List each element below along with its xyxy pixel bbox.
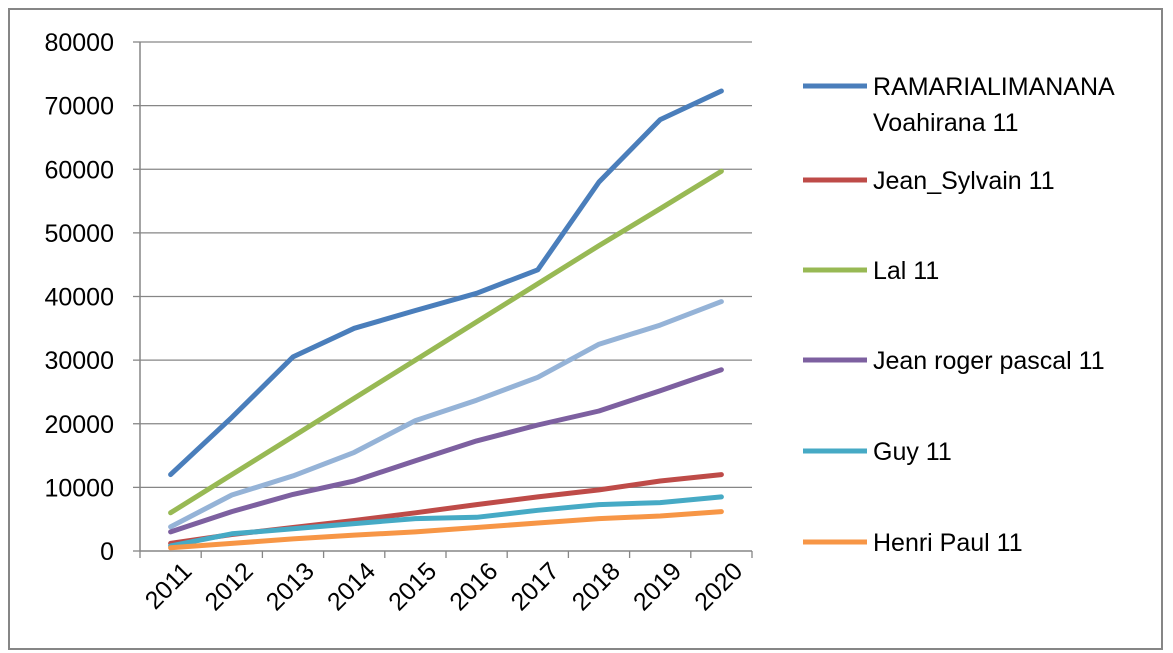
x-tick-label: 2011 bbox=[140, 557, 198, 615]
y-tick-label: 50000 bbox=[44, 220, 114, 248]
y-tick-label: 10000 bbox=[44, 474, 114, 502]
legend: RAMARIALIMANANA Voahirana 11 Jean_Sylvain … bbox=[803, 73, 1115, 557]
legend-label: Jean roger pascal 11 bbox=[873, 347, 1105, 375]
series-lines bbox=[168, 88, 724, 551]
legend-item: Jean_Sylvain 11 bbox=[803, 167, 1055, 195]
chart-frame bbox=[8, 8, 1163, 650]
legend-item: Guy 11 bbox=[803, 438, 952, 466]
legend-label: Jean_Sylvain 11 bbox=[873, 167, 1055, 195]
y-tick-label: 60000 bbox=[44, 156, 114, 184]
x-tick-label: 2018 bbox=[567, 557, 626, 616]
x-tick-label: 2017 bbox=[506, 557, 565, 616]
y-tick-labels: 0 10000 20000 30000 40000 50000 60000 70000 8000… bbox=[44, 29, 114, 566]
legend-item: RAMARIALIMANANA Voahirana 11 bbox=[803, 73, 1115, 137]
y-tick-label: 40000 bbox=[44, 284, 114, 312]
x-tick-label: 2019 bbox=[628, 557, 687, 616]
y-tick-label: 20000 bbox=[44, 411, 114, 439]
legend-label: Henri Paul 11 bbox=[873, 529, 1023, 557]
gridlines bbox=[140, 41, 752, 489]
series-line bbox=[168, 367, 724, 535]
series-line bbox=[168, 168, 724, 516]
x-tick-label: 2020 bbox=[689, 557, 748, 616]
axes bbox=[133, 41, 753, 558]
y-tick-label: 0 bbox=[100, 538, 114, 566]
x-tick-label: 2013 bbox=[261, 557, 320, 616]
x-tick-label: 2016 bbox=[444, 557, 503, 616]
series-line bbox=[168, 299, 724, 530]
x-tick-label: 2012 bbox=[200, 557, 259, 616]
legend-label: Lal 11 bbox=[873, 257, 939, 285]
x-tick-label: 2015 bbox=[383, 557, 442, 616]
y-tick-label: 70000 bbox=[44, 93, 114, 121]
series-line bbox=[168, 88, 724, 478]
y-tick-label: 80000 bbox=[44, 29, 114, 57]
x-tick-labels: 2011 2012 2013 2014 2015 2016 2017 2018 2019 2020 bbox=[140, 557, 749, 616]
legend-item: Henri Paul 11 bbox=[803, 529, 1023, 557]
legend-item: Lal 11 bbox=[803, 257, 939, 285]
y-tick-label: 30000 bbox=[44, 347, 114, 375]
series-line bbox=[168, 494, 724, 549]
legend-label: Guy 11 bbox=[873, 438, 952, 466]
series-line bbox=[168, 509, 724, 551]
legend-item: Jean roger pascal 11 bbox=[803, 347, 1105, 375]
x-tick-label: 2014 bbox=[322, 557, 381, 616]
legend-label: RAMARIALIMANANA Voahirana 11 bbox=[873, 73, 1115, 137]
